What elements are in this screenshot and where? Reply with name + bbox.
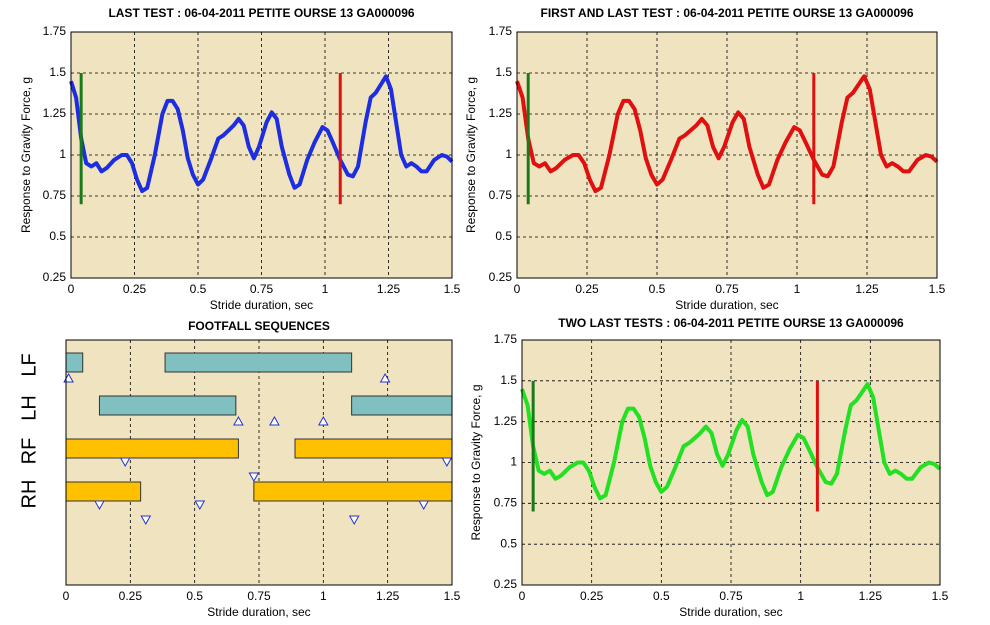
chart-title: TWO LAST TESTS : 06-04-2011 PETITE OURSE… (558, 316, 904, 330)
x-tick-label: 0.25 (123, 282, 147, 296)
x-tick-label: 1.5 (932, 589, 949, 603)
y-axis-label: Response to Gravity Force, g (19, 77, 33, 233)
y-tick-label: 0.5 (495, 229, 512, 243)
stance-bar (65, 481, 142, 502)
footfall-marker (194, 500, 206, 511)
y-tick-label: 0.25 (494, 577, 518, 591)
stance-bar (98, 395, 237, 416)
row-label: RH (18, 480, 40, 509)
x-tick-label: 1.25 (377, 282, 401, 296)
y-tick-label: 1.5 (49, 65, 66, 79)
stance-bar (65, 438, 239, 459)
y-tick-label: 1 (510, 455, 517, 469)
y-tick-label: 1.5 (500, 373, 517, 387)
x-tick-label: 0.75 (715, 282, 739, 296)
y-tick-label: 1.75 (43, 24, 67, 38)
data-line (515, 74, 939, 194)
y-tick-label: 0.75 (489, 188, 513, 202)
row-label: LH (18, 395, 40, 421)
chart-title: FOOTFALL SEQUENCES (188, 319, 330, 333)
x-tick-label: 0 (63, 589, 70, 603)
x-tick-label: 0 (514, 282, 521, 296)
stance-bar (65, 352, 84, 373)
x-tick-label: 1 (320, 589, 327, 603)
y-tick-label: 1 (59, 147, 66, 161)
y-axis-label: Response to Gravity Force, g (469, 384, 483, 540)
x-tick-label: 1.5 (444, 282, 461, 296)
x-tick-label: 1 (797, 589, 804, 603)
y-tick-label: 0.75 (494, 496, 518, 510)
x-tick-label: 0.25 (119, 589, 143, 603)
x-tick-label: 0.25 (575, 282, 599, 296)
x-tick-label: 0.75 (247, 589, 271, 603)
x-axis-label: Stride duration, sec (210, 298, 313, 312)
y-tick-label: 1.25 (43, 106, 67, 120)
plot-frame (516, 31, 938, 279)
y-tick-label: 0.5 (500, 536, 517, 550)
x-axis-label: Stride duration, sec (679, 605, 782, 619)
y-tick-label: 0.25 (489, 270, 513, 284)
footfall-marker (233, 415, 244, 426)
x-tick-label: 1.5 (929, 282, 946, 296)
x-tick-label: 0 (68, 282, 75, 296)
y-axis-label: Response to Gravity Force, g (464, 77, 478, 233)
y-tick-label: 1.5 (495, 65, 512, 79)
footfall-marker (248, 472, 260, 483)
x-tick-label: 1.25 (855, 282, 879, 296)
x-tick-label: 0.25 (580, 589, 604, 603)
chart-title: LAST TEST : 06-04-2011 PETITE OURSE 13 G… (108, 6, 414, 20)
x-tick-label: 0 (519, 589, 526, 603)
footfall-marker (441, 457, 453, 468)
footfall-marker (119, 457, 131, 468)
x-tick-label: 1.5 (444, 589, 461, 603)
footfall-marker (140, 515, 152, 526)
x-tick-label: 0.5 (186, 589, 203, 603)
plot-frame (70, 31, 453, 279)
x-tick-label: 0.5 (649, 282, 666, 296)
x-axis-label: Stride duration, sec (675, 298, 778, 312)
plot-frame (65, 339, 453, 586)
x-tick-label: 1.25 (859, 589, 883, 603)
y-tick-label: 1.75 (489, 24, 513, 38)
footfall-marker (269, 415, 280, 426)
x-axis-label: Stride duration, sec (207, 605, 310, 619)
x-tick-label: 0.75 (250, 282, 274, 296)
stance-bar (253, 481, 453, 502)
footfall-marker (317, 415, 329, 426)
x-tick-label: 0.5 (653, 589, 670, 603)
y-tick-label: 1.25 (494, 414, 518, 428)
y-tick-label: 0.75 (43, 188, 67, 202)
stance-bar (351, 395, 453, 416)
row-label: LF (18, 353, 40, 376)
y-tick-label: 0.25 (43, 270, 67, 284)
footfall-marker (94, 500, 105, 511)
y-tick-label: 1 (505, 147, 512, 161)
footfall-marker (379, 372, 391, 383)
plot-frame (521, 339, 941, 586)
data-line (69, 74, 454, 194)
y-tick-label: 1.75 (494, 332, 518, 346)
stance-bar (164, 352, 353, 373)
y-tick-label: 0.5 (49, 229, 66, 243)
x-tick-label: 1.25 (376, 589, 400, 603)
x-tick-label: 0.5 (190, 282, 207, 296)
footfall-marker (348, 515, 360, 526)
chart-title: FIRST AND LAST TEST : 06-04-2011 PETITE … (540, 6, 913, 20)
x-tick-label: 1 (794, 282, 801, 296)
data-line (520, 382, 942, 501)
y-tick-label: 1.25 (489, 106, 513, 120)
row-label: RF (18, 438, 40, 465)
footfall-marker (418, 500, 430, 511)
x-tick-label: 1 (322, 282, 329, 296)
stance-bar (294, 438, 453, 459)
x-tick-label: 0.75 (719, 589, 743, 603)
